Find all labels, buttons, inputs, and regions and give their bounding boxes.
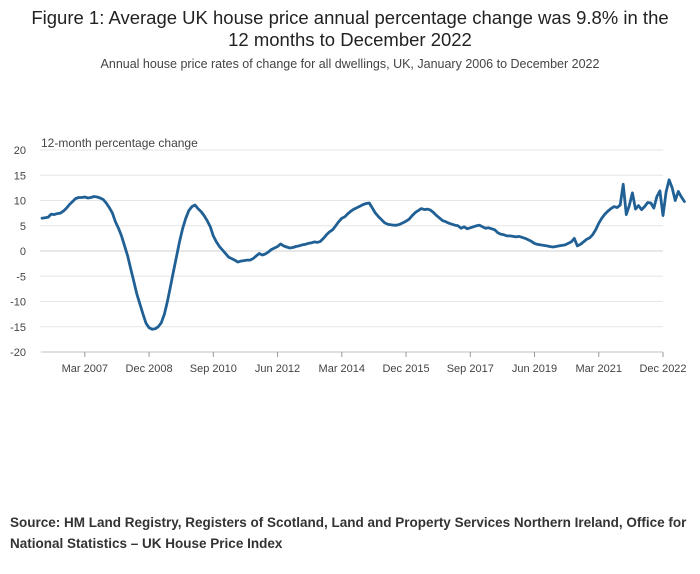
series-layer (40, 178, 686, 331)
x-tick-label: Mar 2007 (62, 363, 108, 375)
y-tick-label: -10 (10, 297, 26, 309)
y-tick-label: -15 (10, 322, 26, 334)
y-axis: 20 15 10 5 0 -5 -10 -15 -20 (10, 145, 26, 359)
x-tick-label: Mar 2014 (319, 363, 365, 375)
source-note: Source: HM Land Registry, Registers of S… (10, 515, 687, 551)
y-tick-label: 20 (14, 145, 26, 157)
y-tick-label: 10 (14, 196, 26, 208)
x-tick-label: Dec 2008 (126, 363, 173, 375)
series-line (40, 178, 686, 331)
x-tick-label: Dec 2022 (639, 363, 686, 375)
chart-subtitle: Annual house price rates of change for a… (100, 57, 600, 71)
x-tick-label: Jun 2019 (512, 363, 557, 375)
x-tick-label: Dec 2015 (382, 363, 429, 375)
y-tick-label: 0 (20, 246, 26, 258)
x-tick-label: Mar 2021 (576, 363, 622, 375)
gridlines (40, 149, 663, 353)
x-tick-label: Sep 2010 (190, 363, 237, 375)
x-tick-label: Jun 2012 (255, 363, 300, 375)
x-tick-label: Sep 2017 (447, 363, 494, 375)
y-tick-label: -20 (10, 347, 26, 359)
chart-title: Figure 1: Average UK house price annual … (31, 7, 669, 50)
y-tick-label: 15 (14, 170, 26, 182)
y-axis-label: 12-month percentage change (41, 136, 198, 150)
y-tick-label: -5 (16, 271, 26, 283)
y-tick-label: 5 (20, 221, 26, 233)
x-axis: Mar 2007 Dec 2008 Sep 2010 Jun 2012 Mar 2014… (42, 351, 687, 375)
